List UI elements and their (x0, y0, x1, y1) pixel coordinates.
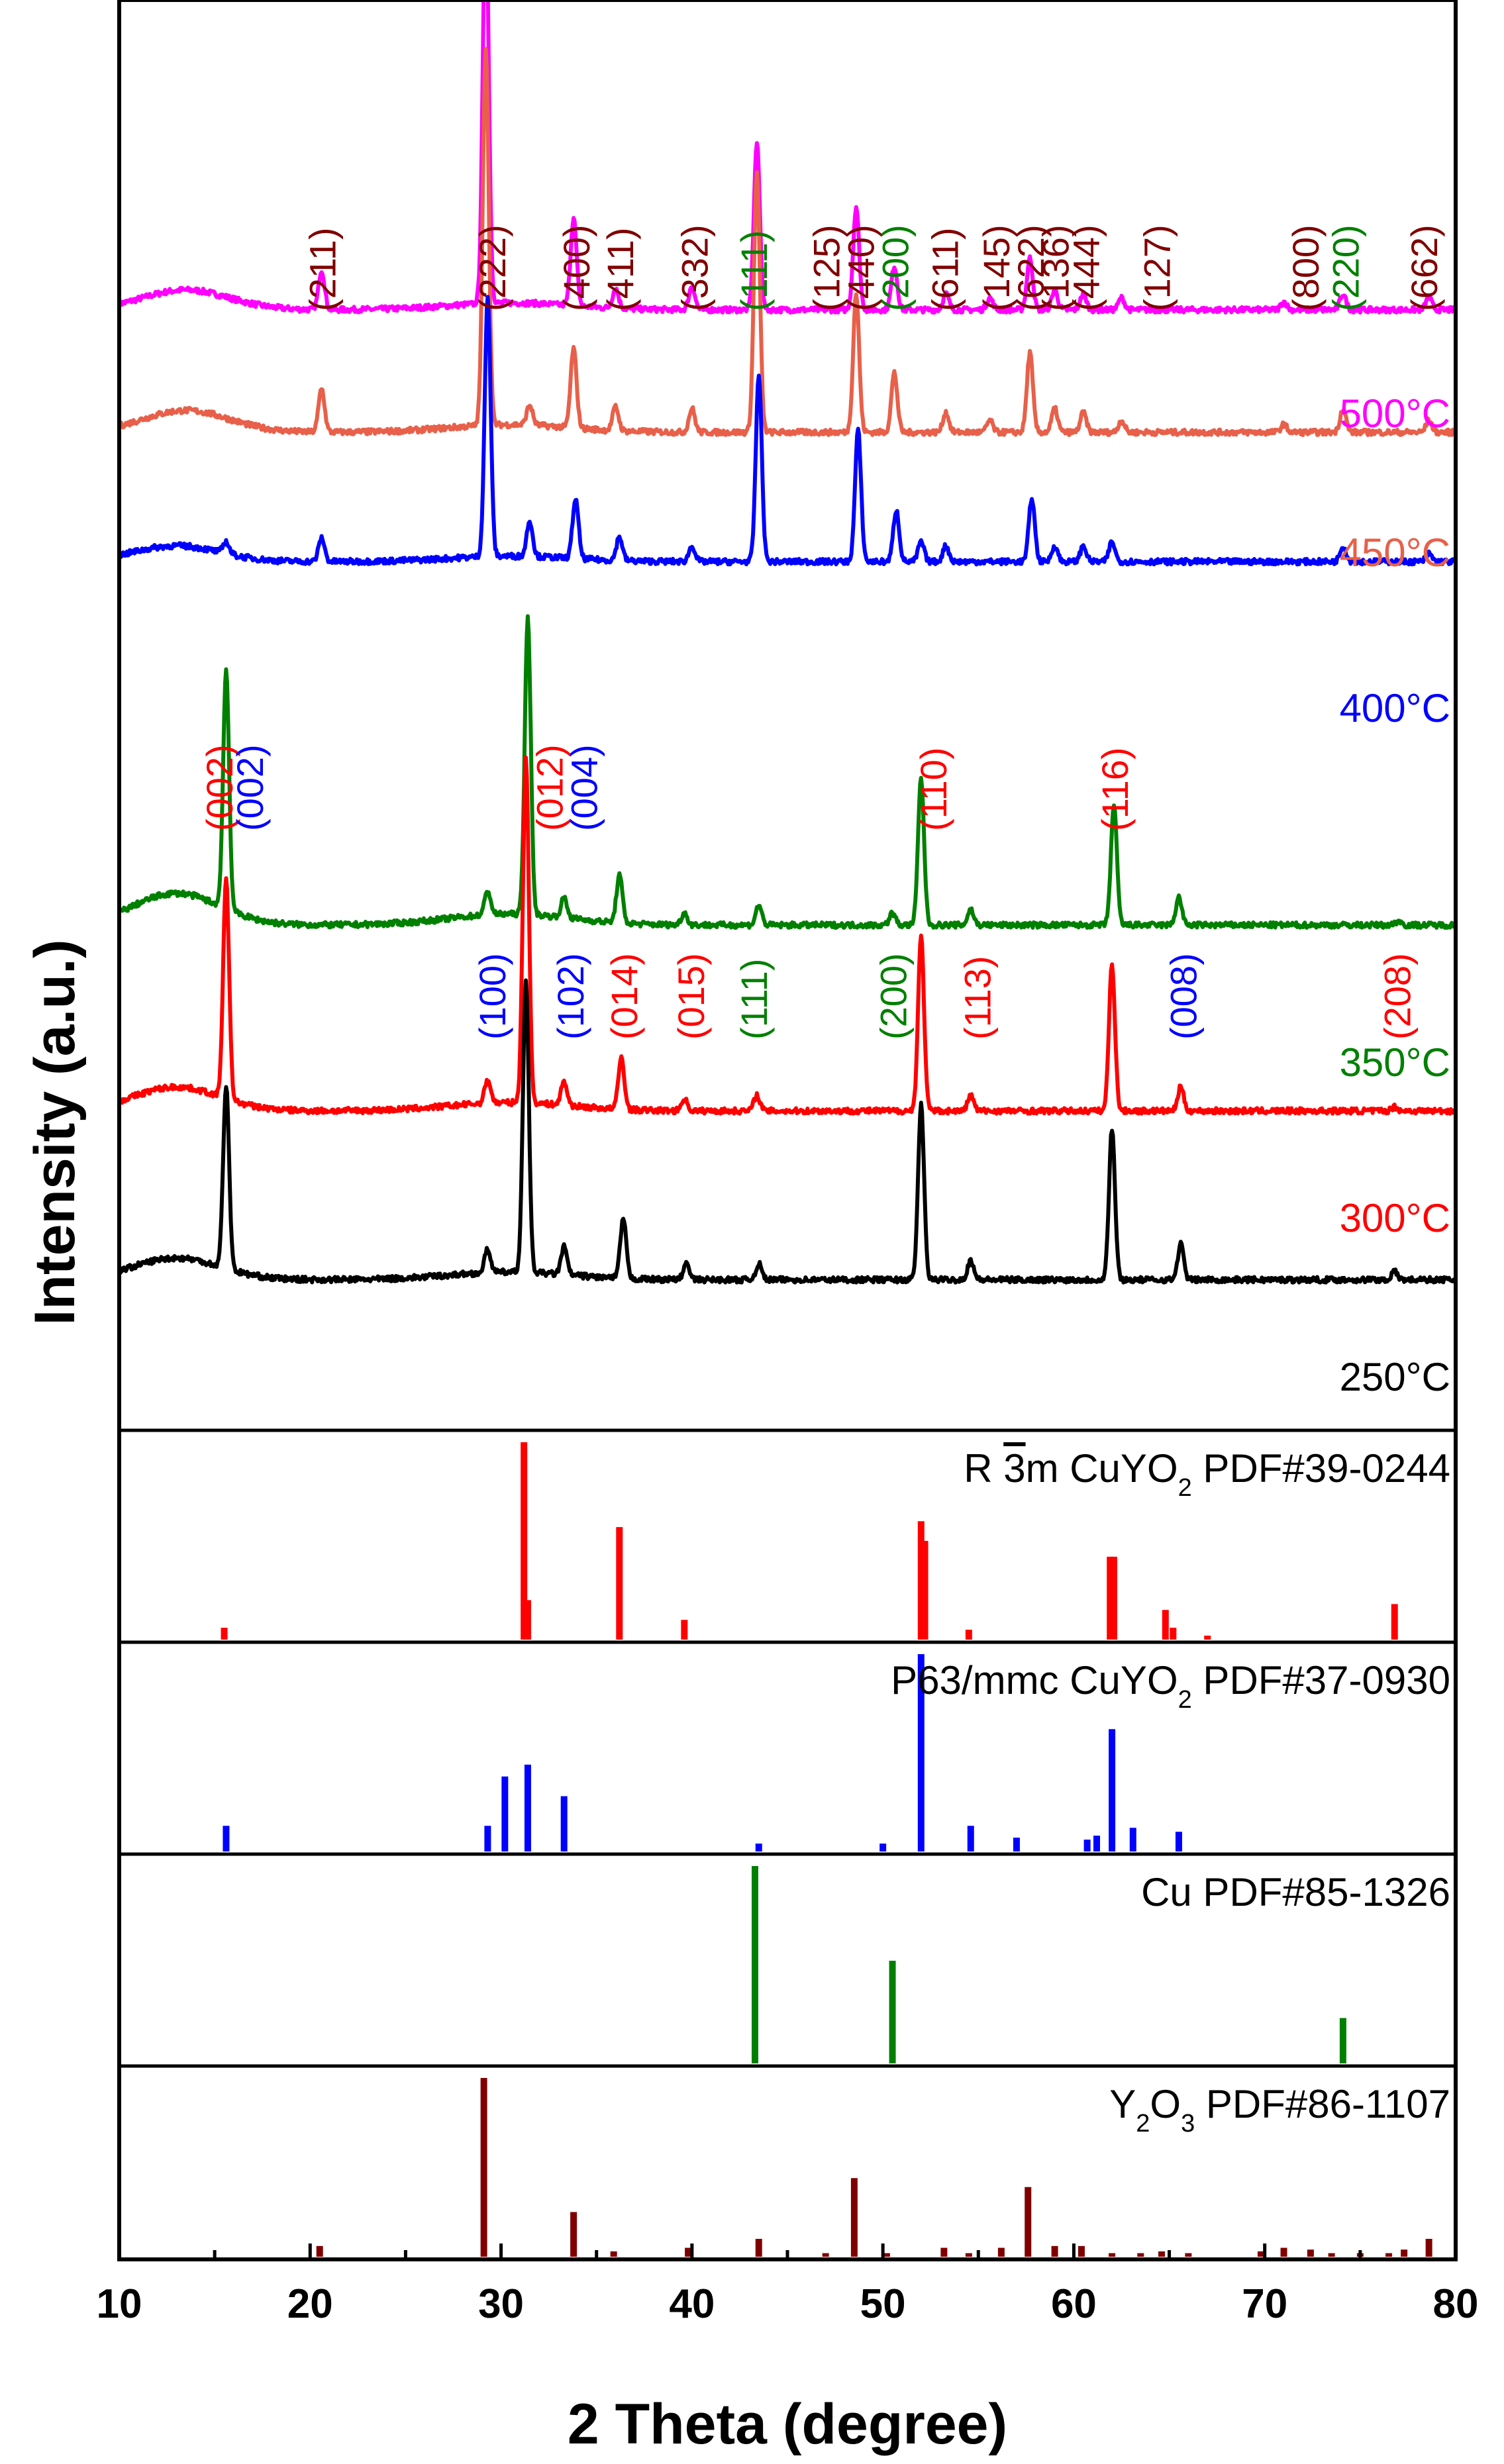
reference-panels-group: R 3m CuYO2 PDF#39-0244 P63/mmc CuYO2 PDF#… (119, 1428, 1456, 2257)
series-line (117, 295, 1457, 567)
upper-annotations-group: (211) (222) (400) (411) (332) (111) (125)(440)… (199, 224, 1445, 1040)
x-tick-label: 50 (860, 2281, 906, 2327)
reference-label: R 3m CuYO2 PDF#39-0244 (964, 1446, 1450, 1502)
peak-annotation: (125) (806, 224, 848, 311)
peak-annotation: (444) (1066, 224, 1107, 311)
x-axis-label: 2 Theta (degree) (568, 2392, 1007, 2456)
peak-annotation: (116) (1094, 747, 1136, 831)
peak-annotation: (208) (1377, 953, 1419, 1040)
x-tick-label: 30 (478, 2281, 524, 2327)
peak-annotation: (002) (229, 744, 271, 831)
peak-annotation: (662) (1403, 224, 1445, 311)
peak-annotation: (014) (603, 953, 645, 1040)
peak-annotation: (622) (1010, 224, 1052, 311)
x-axis-ticks: 10 20 30 40 50 60 70 80 (97, 2243, 1479, 2327)
peak-annotation: (200) (874, 224, 916, 311)
peak-annotation: (145) (976, 224, 1017, 311)
peak-annotation: (136) (1035, 224, 1077, 311)
series-line (117, 614, 1457, 930)
peak-annotation: (004) (563, 744, 605, 831)
peak-annotation: (211) (302, 227, 344, 311)
series-label: 400°C (1340, 686, 1450, 730)
series-line (117, 755, 1458, 1116)
peak-annotation: (440) (840, 224, 881, 311)
series-line (117, 46, 1458, 437)
series-label: 350°C (1340, 1040, 1450, 1085)
peak-annotation: (800) (1285, 224, 1327, 311)
x-tick-label: 10 (97, 2281, 142, 2327)
x-tick-label: 20 (287, 2281, 333, 2327)
series-line (117, 978, 1458, 1285)
series-line (117, 0, 1457, 315)
x-tick-label: 80 (1433, 2281, 1479, 2327)
peak-annotation: (222) (472, 224, 513, 311)
peak-annotation: (332) (674, 224, 716, 311)
peak-annotation: (400) (556, 224, 597, 311)
peak-annotation: (611) (924, 227, 966, 311)
peak-annotation: (113) (956, 956, 998, 1040)
peak-annotation: (411) (599, 227, 641, 311)
reference-label: P63/mmc CuYO2 PDF#37-0930 (891, 1658, 1450, 1714)
peak-annotation: (012) (529, 744, 571, 831)
peak-annotation: (008) (1163, 953, 1205, 1040)
peak-annotation: (220) (1325, 224, 1367, 311)
reference-label: Cu PDF#85-1326 (1141, 1870, 1450, 1914)
peak-annotation: (111) (733, 230, 775, 311)
peak-annotation: (015) (670, 953, 712, 1040)
series-label: 450°C (1340, 530, 1450, 575)
y-axis-label: Intensity (a.u.) (23, 940, 87, 1326)
peak-annotation: (100) (472, 953, 513, 1040)
x-tick-label: 70 (1242, 2281, 1287, 2327)
series-label: 500°C (1340, 391, 1450, 436)
peak-annotation: (110) (913, 747, 954, 831)
series-labels-group: 500°C 450°C 400°C 350°C 300°C 250°C (1340, 391, 1450, 1399)
peak-annotation: (127) (1136, 224, 1178, 311)
series-label: 250°C (1340, 1355, 1450, 1399)
series-label: 300°C (1340, 1196, 1450, 1240)
x-tick-label: 40 (669, 2281, 715, 2327)
reference-label: Y2O3 PDF#86-1107 (1109, 2082, 1450, 2138)
upper-series-group (117, 0, 1458, 1285)
peak-annotation: (200) (872, 953, 914, 1040)
peak-annotation: (111) (733, 959, 775, 1040)
x-tick-label: 60 (1051, 2281, 1097, 2327)
peak-annotation: (002) (199, 744, 240, 831)
peak-annotation: (102) (550, 953, 591, 1040)
